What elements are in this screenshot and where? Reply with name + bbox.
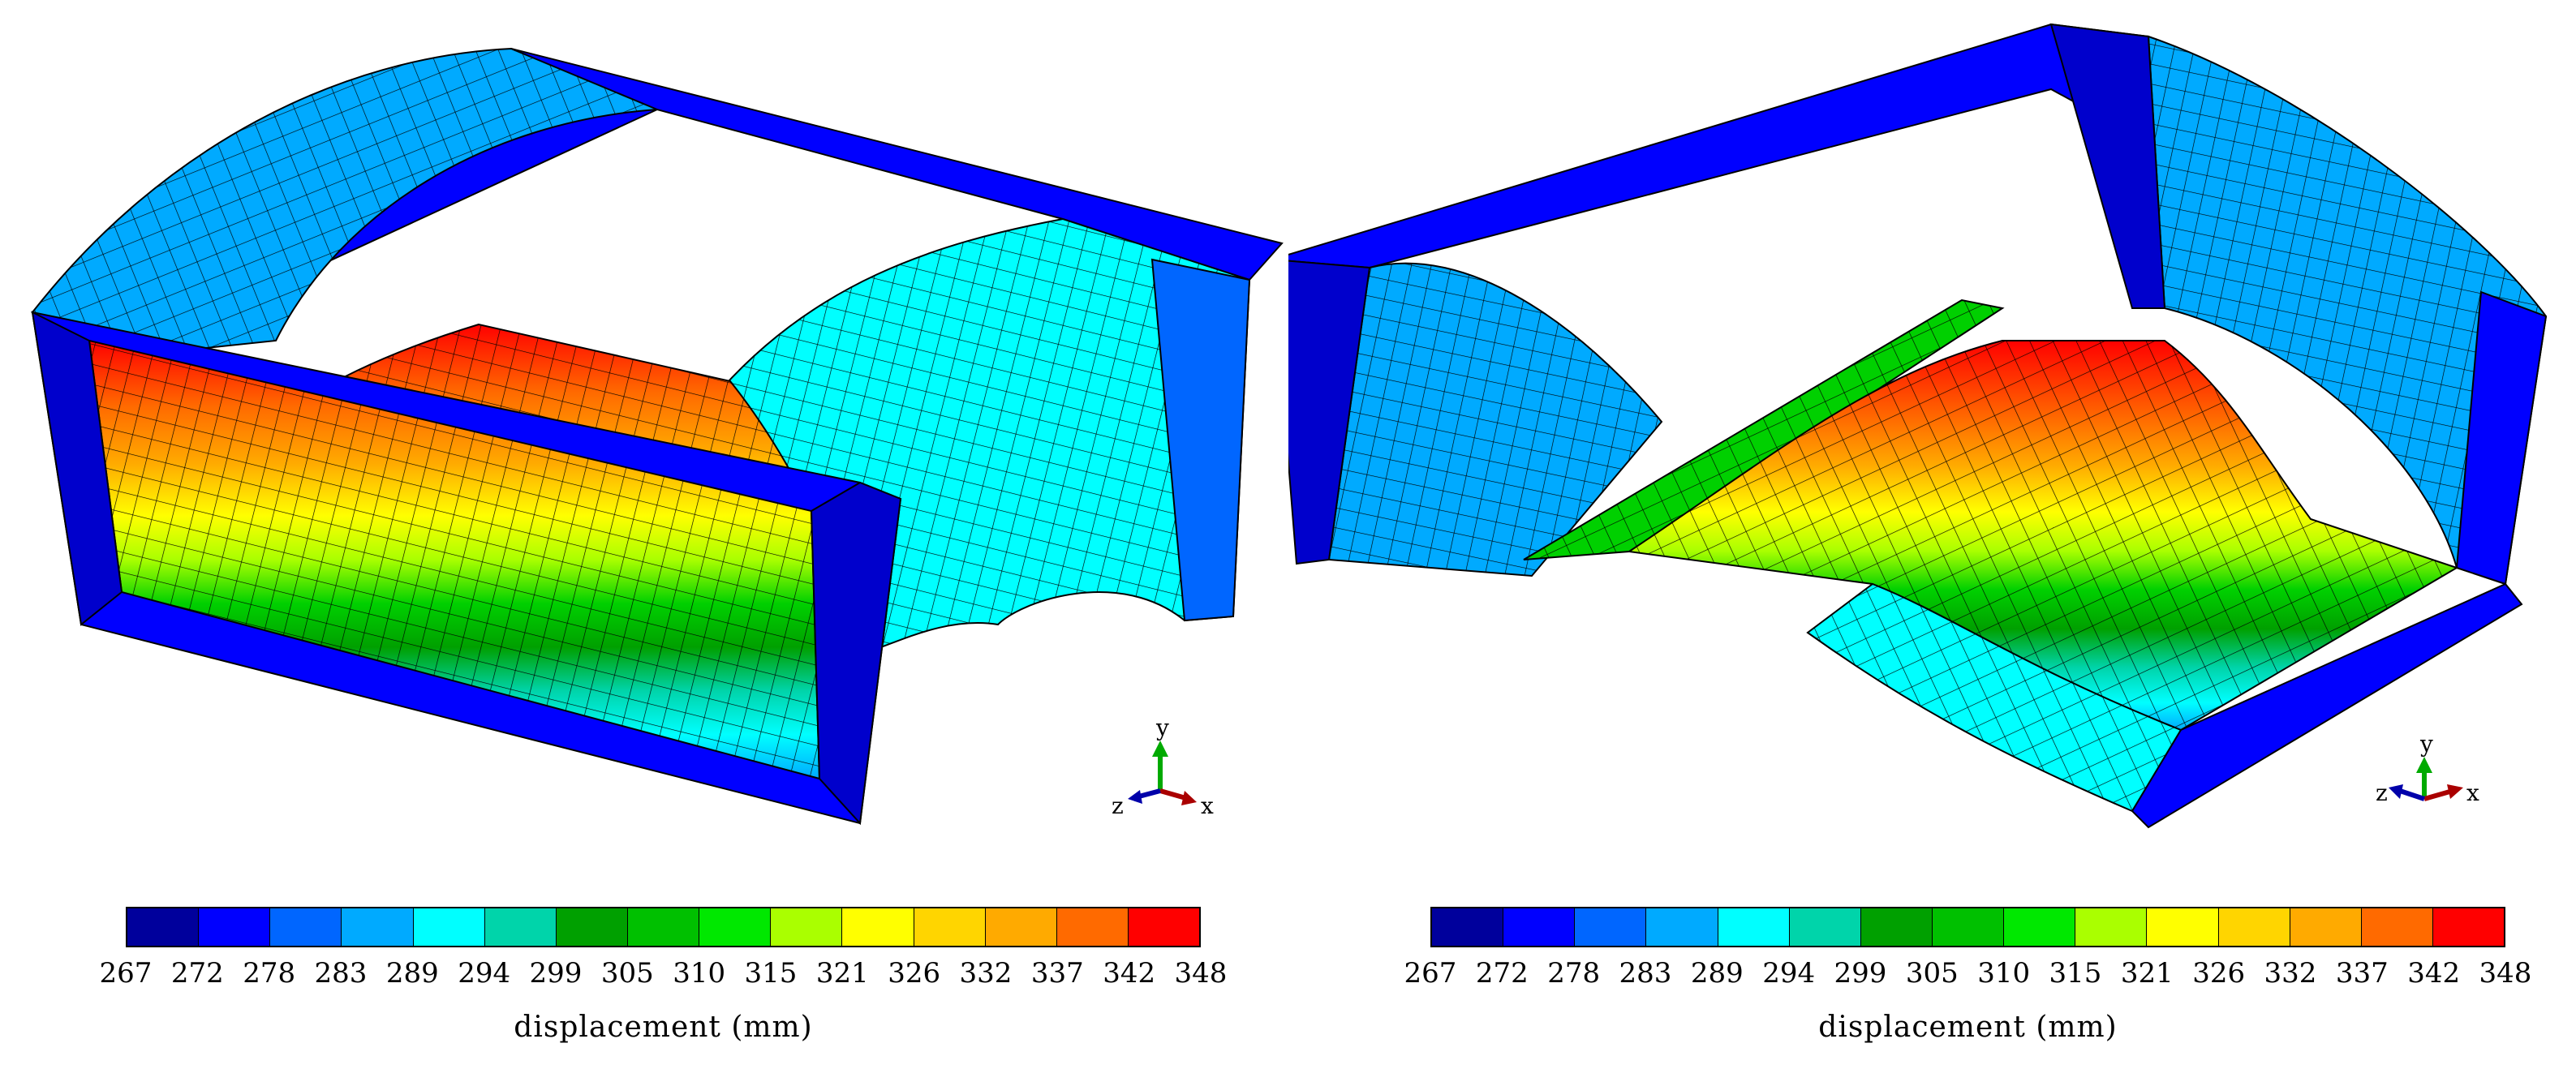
legend-tick-label: 342 xyxy=(1103,957,1156,990)
legend-tick-label: 321 xyxy=(2120,957,2174,990)
legend-swatch xyxy=(2004,908,2076,946)
legend-tick-label: 283 xyxy=(1619,957,1672,990)
legend-tick-label: 289 xyxy=(385,957,439,990)
legend-tick-label: 332 xyxy=(959,957,1013,990)
legend-swatch xyxy=(127,908,200,946)
triad-y-label: y xyxy=(2419,734,2433,758)
right-fe-model xyxy=(1288,23,2548,829)
legend-tick-label: 278 xyxy=(1547,957,1601,990)
legend-tick-label: 294 xyxy=(458,957,511,990)
legend-swatch xyxy=(270,908,342,946)
left-fe-model xyxy=(30,47,1284,826)
legend-swatch xyxy=(199,908,271,946)
legend-tick-label: 321 xyxy=(815,957,869,990)
legend-swatch xyxy=(2075,908,2148,946)
triad-z-label: z xyxy=(1112,792,1124,819)
triad-y-label: y xyxy=(1155,718,1169,741)
legend-title: displacement (mm) xyxy=(1818,1011,2118,1044)
left-view-panel: y x z 267 272 278 283 289 294 299 305 310 315 321 3… xyxy=(30,47,1284,1044)
left-axis-triad: y x z xyxy=(1112,718,1214,819)
left-color-legend: 267 272 278 283 289 294 299 305 310 315 321 326 332 3… xyxy=(100,907,1227,1044)
legend-tick-label: 299 xyxy=(1834,957,1887,990)
legend-tick-label: 278 xyxy=(243,957,296,990)
legend-swatch xyxy=(1432,908,1504,946)
legend-swatch xyxy=(484,908,557,946)
legend-tick-label: 267 xyxy=(99,957,153,990)
legend-swatch xyxy=(2218,908,2290,946)
legend-bar xyxy=(1430,907,2505,947)
legend-tick-label: 348 xyxy=(1174,957,1228,990)
legend-tick-label: 305 xyxy=(1905,957,1959,990)
legend-swatch xyxy=(1503,908,1576,946)
legend-swatch xyxy=(1860,908,1933,946)
legend-tick-label: 289 xyxy=(1690,957,1744,990)
legend-tick-label: 310 xyxy=(1977,957,2031,990)
legend-swatch xyxy=(2361,908,2433,946)
legend-swatch xyxy=(413,908,485,946)
legend-title: displacement (mm) xyxy=(514,1011,813,1044)
triad-z-label: z xyxy=(2376,779,2388,806)
right-axis-triad: y x z xyxy=(2376,734,2479,806)
legend-swatch xyxy=(771,908,843,946)
legend-swatch xyxy=(1718,908,1790,946)
legend-tick-label: 326 xyxy=(888,957,941,990)
legend-tick-label: 326 xyxy=(2192,957,2246,990)
legend-swatch xyxy=(2290,908,2362,946)
legend-swatch xyxy=(556,908,628,946)
right-view-panel: y x z 267 272 278 283 289 294 299 305 310 315 321 3… xyxy=(1288,0,2576,1069)
legend-swatch xyxy=(842,908,914,946)
legend-swatch xyxy=(1056,908,1129,946)
legend-tick-label: 283 xyxy=(314,957,368,990)
legend-swatch xyxy=(342,908,414,946)
legend-tick-label: 315 xyxy=(2049,957,2102,990)
legend-tick-label: 337 xyxy=(2335,957,2389,990)
legend-tick-label: 332 xyxy=(2264,957,2317,990)
triad-x-label: x xyxy=(1201,792,1214,819)
legend-swatch xyxy=(914,908,986,946)
legend-tick-label: 348 xyxy=(2479,957,2532,990)
legend-tick-label: 294 xyxy=(1762,957,1816,990)
legend-swatch xyxy=(627,908,700,946)
right-front-frame xyxy=(2131,582,2523,829)
legend-swatch xyxy=(1128,908,1200,946)
legend-swatch xyxy=(1575,908,1647,946)
legend-swatch xyxy=(1646,908,1718,946)
legend-tick-label: 272 xyxy=(170,957,224,990)
triad-z-icon xyxy=(2399,788,2425,801)
legend-swatch xyxy=(2432,908,2505,946)
legend-swatch xyxy=(1932,908,2005,946)
legend-tick-label: 272 xyxy=(1475,957,1529,990)
legend-swatch xyxy=(1789,908,1861,946)
legend-tick-label: 299 xyxy=(529,957,583,990)
legend-swatch xyxy=(985,908,1057,946)
right-color-legend: 267 272 278 283 289 294 299 305 310 315 321 326 332 3… xyxy=(1404,907,2531,1044)
right-back-beam xyxy=(1288,23,2150,269)
legend-tick-label: 310 xyxy=(673,957,726,990)
legend-tick-label: 305 xyxy=(600,957,654,990)
triad-x-label: x xyxy=(2466,779,2479,806)
legend-swatch xyxy=(699,908,772,946)
legend-tick-label: 337 xyxy=(1030,957,1084,990)
legend-ticks: 267 272 278 283 289 294 299 305 310 315 321 326 332 3… xyxy=(100,957,1228,990)
legend-ticks: 267 272 278 283 289 294 299 305 310 315 321 326 332 3… xyxy=(1404,957,2532,990)
legend-tick-label: 315 xyxy=(744,957,798,990)
legend-swatch xyxy=(2147,908,2219,946)
legend-tick-label: 342 xyxy=(2407,957,2461,990)
triad-x-icon xyxy=(2423,788,2453,801)
legend-bar xyxy=(126,907,1201,947)
legend-tick-label: 267 xyxy=(1404,957,1457,990)
